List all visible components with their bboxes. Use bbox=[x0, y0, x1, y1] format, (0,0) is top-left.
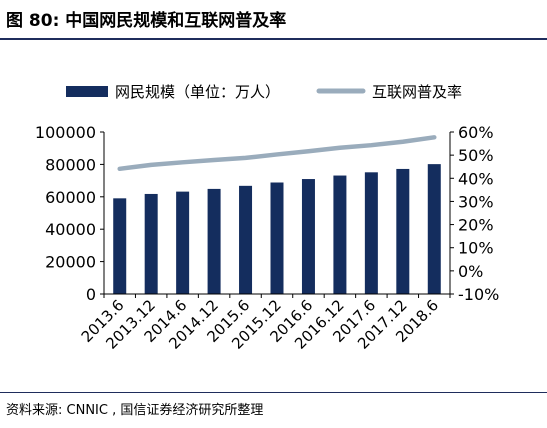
bar bbox=[364, 172, 378, 294]
y-right-tick-label: 20% bbox=[458, 216, 494, 235]
y-right-tick-label: 10% bbox=[458, 239, 494, 258]
bar bbox=[396, 168, 410, 294]
y-left-tick-label: 60000 bbox=[45, 188, 96, 207]
bar bbox=[176, 191, 190, 294]
y-left-tick-label: 20000 bbox=[45, 253, 96, 272]
line-layer bbox=[117, 135, 437, 172]
legend-bar-label: 网民规模（单位：万人） bbox=[115, 83, 280, 101]
legend-line-label: 互联网普及率 bbox=[372, 83, 462, 101]
bar bbox=[144, 193, 158, 294]
y-right-tick-label: 30% bbox=[458, 192, 494, 211]
y-right-tick-label: 50% bbox=[458, 146, 494, 165]
y-left-tick-label: 0 bbox=[86, 285, 96, 304]
y-right-tick-label: 0% bbox=[458, 262, 483, 281]
bar bbox=[113, 198, 127, 294]
legend-bar-swatch bbox=[66, 86, 108, 97]
source-rule bbox=[0, 392, 547, 393]
title-rule bbox=[0, 38, 547, 40]
y-right-tick-label: 60% bbox=[458, 123, 494, 142]
bar bbox=[270, 182, 284, 294]
bars bbox=[113, 164, 441, 294]
penetration-rate-line bbox=[117, 135, 437, 172]
bar bbox=[333, 175, 347, 294]
y-left-tick-label: 40000 bbox=[45, 220, 96, 239]
bar bbox=[239, 185, 253, 294]
figure-title: 图 80: 中国网民规模和互联网普及率 bbox=[6, 11, 287, 31]
source-note: 资料来源: CNNIC , 国信证券经济研究所整理 bbox=[6, 403, 264, 418]
bar bbox=[301, 179, 315, 294]
y-left-tick-label: 100000 bbox=[35, 123, 96, 142]
y-left-tick-label: 80000 bbox=[45, 155, 96, 174]
y-right-tick-label: -10% bbox=[458, 285, 499, 304]
bar bbox=[207, 188, 221, 294]
y-right-tick-label: 40% bbox=[458, 169, 494, 188]
bar bbox=[427, 164, 441, 294]
legend: 网民规模（单位：万人） 互联网普及率 bbox=[66, 83, 462, 101]
